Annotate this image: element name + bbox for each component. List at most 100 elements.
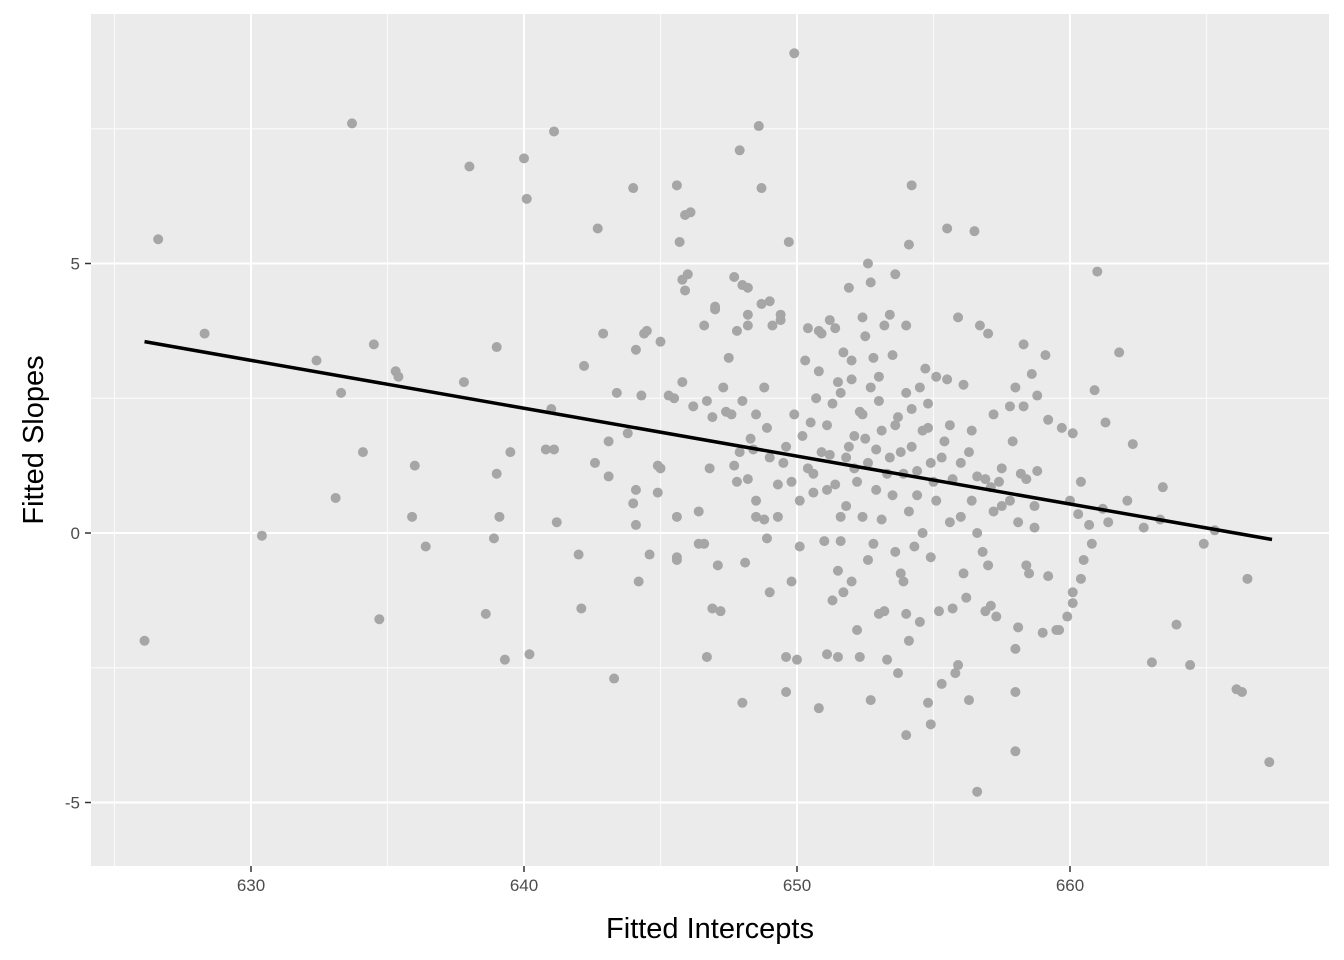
data-point xyxy=(756,298,767,309)
data-point xyxy=(963,447,974,458)
data-point xyxy=(767,320,778,331)
data-point xyxy=(843,441,854,452)
data-point xyxy=(737,395,748,406)
data-point xyxy=(884,309,895,320)
data-point xyxy=(789,48,800,59)
data-point xyxy=(1236,687,1247,698)
data-point xyxy=(1198,538,1209,549)
data-point xyxy=(822,484,833,495)
data-point xyxy=(742,309,753,320)
data-point xyxy=(1264,757,1275,768)
data-point xyxy=(1026,368,1037,379)
data-point xyxy=(551,517,562,528)
data-point xyxy=(1032,390,1043,401)
data-point xyxy=(862,554,873,565)
data-point xyxy=(827,398,838,409)
data-point xyxy=(712,560,723,571)
data-point xyxy=(813,703,824,714)
data-point xyxy=(1138,522,1149,533)
data-point xyxy=(603,436,614,447)
data-point xyxy=(854,651,865,662)
data-point xyxy=(830,323,841,334)
data-point xyxy=(1084,519,1095,530)
data-point xyxy=(357,447,368,458)
data-point xyxy=(903,239,914,250)
data-point xyxy=(139,635,150,646)
data-point xyxy=(699,320,710,331)
data-point xyxy=(800,355,811,366)
y-axis-ticks: -5 0 5 xyxy=(65,255,91,813)
data-point xyxy=(846,374,857,385)
data-point xyxy=(707,412,718,423)
y-tick-label: -5 xyxy=(65,794,80,813)
data-point xyxy=(966,495,977,506)
data-point xyxy=(1018,339,1029,350)
data-point xyxy=(1157,482,1168,493)
data-point xyxy=(846,576,857,587)
data-point xyxy=(737,697,748,708)
data-point xyxy=(1089,385,1100,396)
data-point xyxy=(256,530,267,541)
data-point xyxy=(786,476,797,487)
data-point xyxy=(753,121,764,132)
data-point xyxy=(882,654,893,665)
data-point xyxy=(701,395,712,406)
data-point xyxy=(969,226,980,237)
data-point xyxy=(988,506,999,517)
data-point xyxy=(598,328,609,339)
data-point xyxy=(674,236,685,247)
data-point xyxy=(1010,687,1021,698)
data-point xyxy=(879,320,890,331)
x-tick-label: 630 xyxy=(237,876,265,895)
data-point xyxy=(1067,428,1078,439)
data-point xyxy=(802,463,813,474)
data-point xyxy=(589,457,600,468)
data-point xyxy=(409,460,420,471)
data-point xyxy=(936,452,947,463)
data-point xyxy=(958,568,969,579)
data-point xyxy=(655,336,666,347)
data-point xyxy=(759,382,770,393)
data-point xyxy=(895,568,906,579)
data-point xyxy=(1037,627,1048,638)
data-point xyxy=(868,352,879,363)
data-point xyxy=(917,528,928,538)
data-point xyxy=(827,595,838,606)
data-point xyxy=(835,387,846,398)
data-point xyxy=(963,695,974,706)
data-point xyxy=(860,433,871,444)
data-point xyxy=(671,554,682,565)
data-point xyxy=(611,387,622,398)
data-point xyxy=(903,635,914,646)
data-point xyxy=(824,449,835,460)
data-point xyxy=(843,282,854,293)
data-point xyxy=(871,484,882,495)
data-point xyxy=(628,498,639,509)
data-point xyxy=(802,323,813,334)
data-point xyxy=(734,447,745,458)
data-point xyxy=(715,606,726,617)
data-point xyxy=(944,420,955,431)
data-point xyxy=(458,377,469,388)
data-point xyxy=(835,511,846,522)
data-point xyxy=(1092,266,1103,277)
data-point xyxy=(980,474,991,485)
data-point xyxy=(742,320,753,331)
data-point xyxy=(393,371,404,382)
data-point xyxy=(838,347,849,358)
data-point xyxy=(983,560,994,571)
data-point xyxy=(805,417,816,428)
data-point xyxy=(912,490,923,501)
data-point xyxy=(890,546,901,557)
data-point xyxy=(1032,466,1043,477)
data-point xyxy=(751,511,762,522)
data-point xyxy=(920,363,931,374)
data-point xyxy=(944,517,955,528)
data-point xyxy=(895,447,906,458)
data-point xyxy=(729,460,740,471)
data-point xyxy=(677,377,688,388)
data-point xyxy=(906,441,917,452)
data-point xyxy=(671,511,682,522)
data-point xyxy=(832,651,843,662)
data-point xyxy=(576,603,587,614)
